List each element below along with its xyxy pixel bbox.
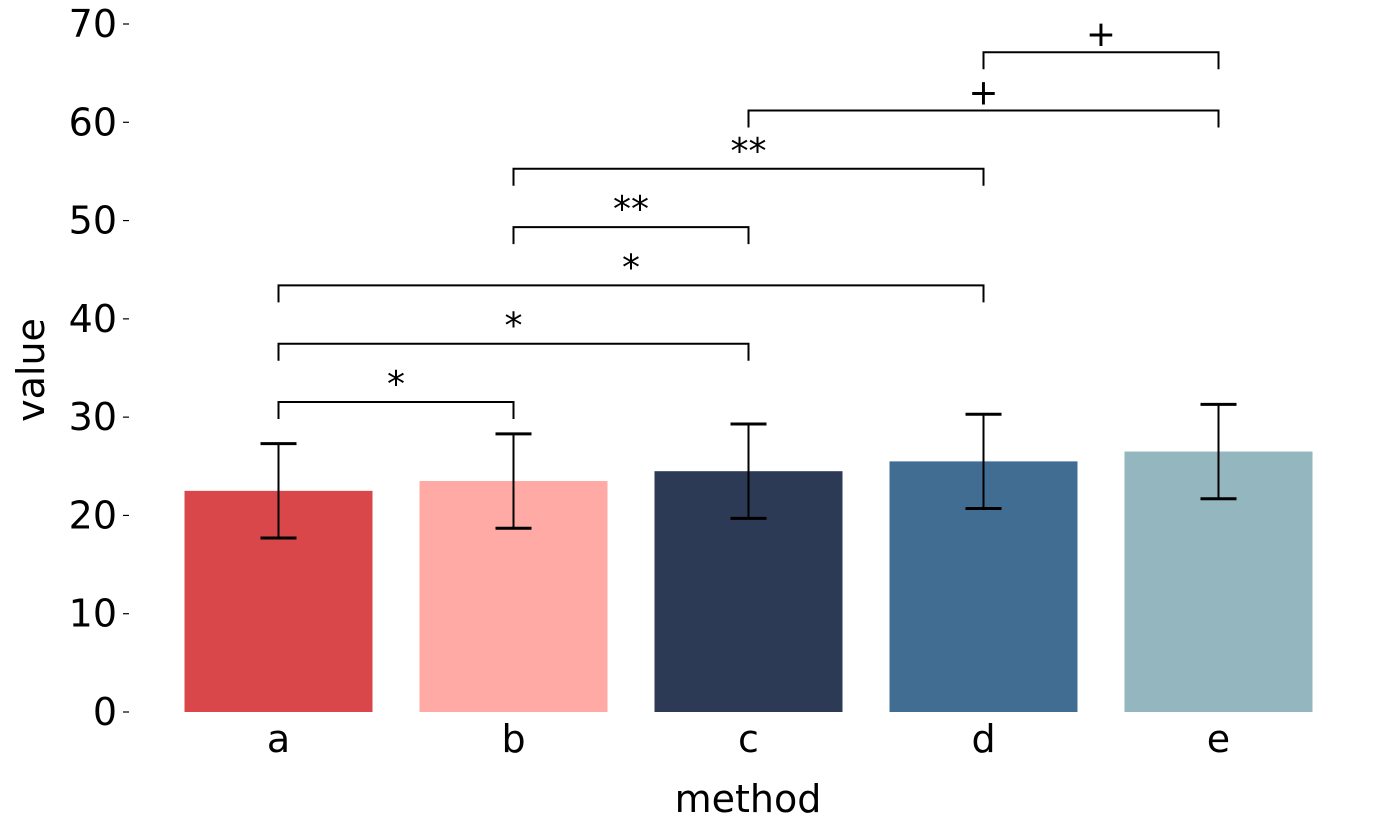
x-tick-label: e	[1207, 717, 1230, 761]
bars	[184, 451, 1313, 712]
significance-bracket	[982, 51, 1220, 70]
x-tick-label: b	[501, 717, 525, 761]
y-axis-label: value	[9, 318, 53, 422]
x-axis-label: method	[675, 777, 822, 821]
significance-bracket	[512, 226, 750, 245]
y-tick-label: 50	[69, 199, 117, 243]
significance-label: +	[968, 73, 998, 114]
y-tick-label: 30	[69, 395, 117, 439]
x-tick-label: a	[267, 717, 290, 761]
significance-label: *	[505, 306, 523, 347]
error-bars	[260, 402, 1237, 540]
y-tick-label: 40	[69, 297, 117, 341]
significance-label: **	[731, 131, 767, 172]
x-tick-label: c	[738, 717, 759, 761]
significance-bracket	[277, 401, 515, 419]
significance-brackets: *******++	[277, 14, 1220, 419]
y-tick-label: 0	[93, 690, 117, 734]
y-tick-label: 10	[69, 592, 117, 636]
significance-bracket	[277, 342, 750, 361]
significance-bracket	[512, 167, 985, 186]
y-tick-label: 60	[69, 100, 117, 144]
significance-label: **	[613, 189, 649, 230]
significance-bracket	[277, 284, 985, 303]
y-tick-label: 70	[69, 2, 117, 46]
significance-label: *	[387, 364, 405, 405]
x-tick-label: d	[971, 717, 995, 761]
y-tick-label: 20	[69, 493, 117, 537]
y-axis: 0 10 20 30 40 50 60 70	[69, 2, 129, 734]
x-axis: a b c d e	[267, 717, 1230, 761]
significance-bracket	[747, 109, 1220, 128]
significance-label: +	[1086, 14, 1116, 55]
significance-label: *	[622, 247, 640, 288]
